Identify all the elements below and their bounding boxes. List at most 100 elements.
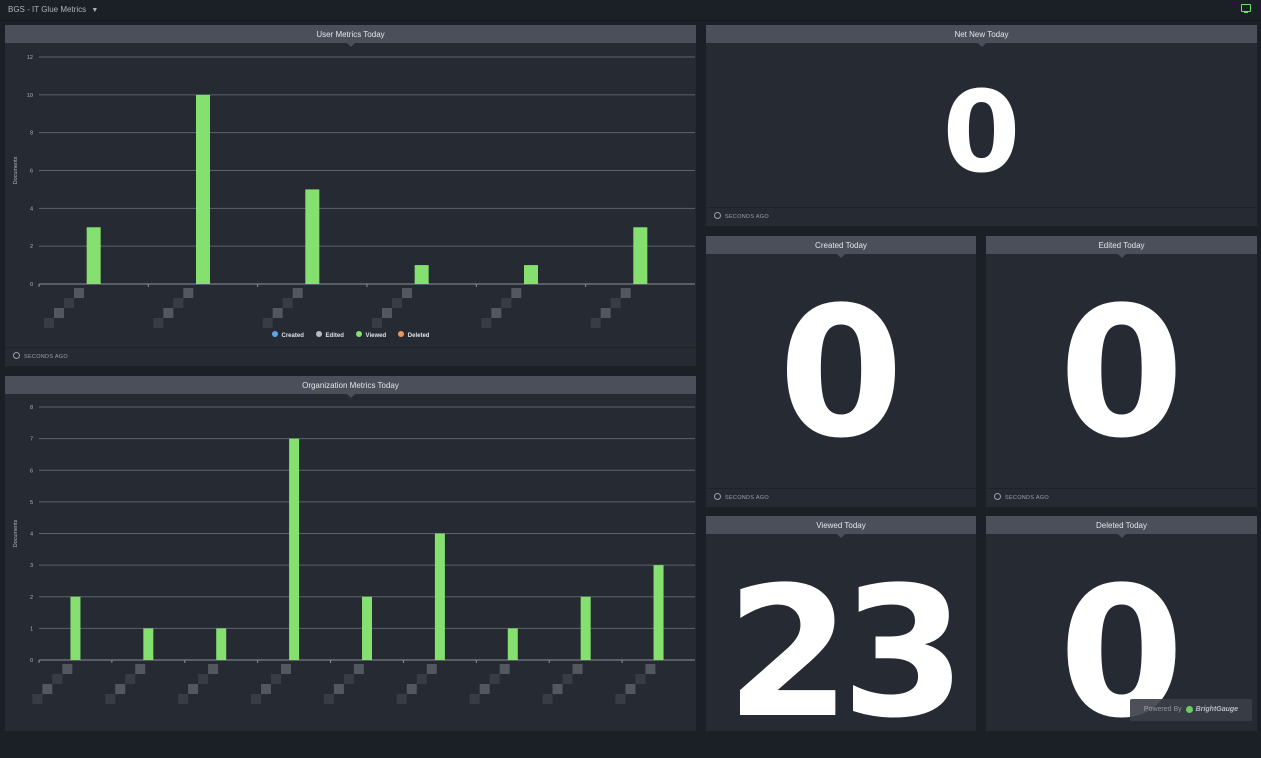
x-tick-label-redacted	[406, 684, 417, 694]
bar[interactable]	[507, 628, 518, 660]
bar[interactable]	[196, 94, 210, 284]
legend-dot-icon	[397, 331, 404, 337]
y-axis-label: Documents	[13, 519, 19, 547]
x-tick-label-redacted	[333, 684, 344, 694]
x-tick-label-redacted	[125, 674, 136, 684]
x-tick-label-redacted	[198, 674, 209, 684]
y-tick-label: 2	[30, 244, 33, 250]
bar[interactable]	[143, 628, 154, 660]
legend-dot-icon	[271, 331, 278, 337]
legend-dot-icon	[355, 331, 362, 337]
x-tick-label-redacted	[178, 694, 189, 704]
panel-title: Net New Today	[706, 25, 1257, 47]
y-axis-label: Documents	[13, 156, 19, 184]
legend-item-viewed[interactable]: Viewed	[355, 331, 387, 339]
tv-mode-icon[interactable]	[1241, 4, 1251, 13]
bar[interactable]	[216, 628, 227, 660]
x-tick-label-redacted	[53, 308, 64, 318]
bar[interactable]	[633, 227, 648, 284]
clock-icon	[13, 352, 20, 360]
legend-label: Deleted	[407, 332, 430, 339]
chevron-down-icon: ▼	[91, 7, 99, 14]
y-tick-label: 5	[30, 500, 33, 506]
created-panel: Created Today 0 SECONDS AGO	[706, 236, 976, 507]
created-value: 0	[778, 269, 904, 478]
x-tick-label-redacted	[250, 694, 261, 704]
y-tick-label: 0	[30, 658, 33, 664]
x-tick-label-redacted	[52, 674, 63, 684]
legend-label: Viewed	[365, 332, 387, 339]
x-tick-label-redacted	[426, 664, 437, 674]
deleted-panel: Deleted Today 0	[986, 516, 1257, 744]
brand-label: BrightGauge	[1195, 706, 1239, 713]
legend-item-edited[interactable]: Edited	[315, 331, 344, 339]
legend-item-deleted[interactable]: Deleted	[397, 331, 430, 339]
x-tick-label-redacted	[280, 664, 291, 674]
x-tick-label-redacted	[391, 298, 402, 308]
bar[interactable]	[70, 596, 81, 660]
bar[interactable]	[653, 565, 664, 660]
x-tick-label-redacted	[323, 694, 334, 704]
updated-label: SECONDS AGO	[725, 495, 769, 501]
dashboard-title: BGS - IT Glue Metrics	[8, 5, 87, 14]
x-tick-label-redacted	[262, 318, 273, 328]
brightgauge-logo-icon	[1185, 705, 1193, 713]
x-tick-label-redacted	[491, 308, 502, 318]
y-tick-label: 10	[27, 93, 33, 99]
org-metrics-chart: 0 1 2 3 4 5 6 7 8 Documents	[13, 405, 695, 704]
powered-by-badge[interactable]: Powered By BrightGauge	[1130, 699, 1252, 721]
bar[interactable]	[524, 265, 538, 284]
x-tick-label-redacted	[183, 288, 194, 298]
bar[interactable]	[414, 265, 429, 284]
panel-footer: SECONDS AGO	[706, 207, 1257, 226]
x-tick-label-redacted	[343, 674, 354, 684]
bar[interactable]	[434, 533, 445, 661]
bar[interactable]	[580, 596, 591, 660]
x-tick-label-redacted	[572, 664, 583, 674]
viewed-panel: Viewed Today 23	[706, 516, 976, 744]
user-metrics-chart: 0 2 4 6 8 10 12 Documents	[13, 55, 695, 328]
bar[interactable]	[289, 438, 300, 660]
bar[interactable]	[362, 596, 372, 660]
x-tick-label-redacted	[645, 664, 656, 674]
bar[interactable]	[86, 227, 101, 284]
x-tick-label-redacted	[635, 674, 646, 684]
x-tick-label-redacted	[153, 318, 164, 328]
legend-item-created[interactable]: Created	[271, 331, 304, 339]
legend-dot-icon	[315, 331, 322, 337]
x-tick-label-redacted	[73, 288, 84, 298]
x-tick-label-redacted	[625, 684, 636, 694]
clock-icon	[714, 212, 721, 220]
top-bar: BGS - IT Glue Metrics ▼	[0, 0, 1261, 21]
chart-legend: Created Edited Viewed Deleted	[5, 331, 696, 339]
dashboard-selector[interactable]: BGS - IT Glue Metrics ▼	[8, 5, 98, 14]
x-tick-label-redacted	[620, 288, 631, 298]
x-tick-label-redacted	[105, 694, 116, 704]
x-tick-label-redacted	[282, 298, 293, 308]
panel-footer: SECONDS AGO	[986, 488, 1257, 507]
panel-title: Organization Metrics Today	[5, 376, 696, 398]
x-tick-label-redacted	[489, 674, 500, 684]
user-metrics-panel: User Metrics Today 0 2 4 6 8 10 12 Documents Cr…	[5, 25, 696, 366]
panel-title: User Metrics Today	[5, 25, 696, 47]
legend-label: Created	[281, 332, 304, 339]
x-tick-label-redacted	[501, 298, 512, 308]
x-tick-label-redacted	[479, 684, 490, 694]
panel-title: Edited Today	[986, 236, 1257, 258]
legend-label: Edited	[325, 332, 344, 339]
x-tick-label-redacted	[469, 694, 480, 704]
x-tick-label-redacted	[590, 318, 601, 328]
y-tick-label: 4	[30, 206, 33, 212]
y-tick-label: 12	[27, 55, 33, 61]
updated-label: SECONDS AGO	[725, 214, 769, 220]
panel-footer: SECONDS AGO	[5, 347, 696, 366]
x-tick-label-redacted	[208, 664, 219, 674]
bar[interactable]	[305, 189, 320, 284]
y-tick-label: 4	[30, 532, 33, 538]
x-tick-label-redacted	[292, 288, 303, 298]
x-tick-label-redacted	[552, 684, 563, 694]
y-tick-label: 8	[30, 131, 33, 137]
viewed-value: 23	[725, 549, 967, 758]
x-tick-label-redacted	[270, 674, 281, 684]
x-tick-label-redacted	[173, 298, 184, 308]
